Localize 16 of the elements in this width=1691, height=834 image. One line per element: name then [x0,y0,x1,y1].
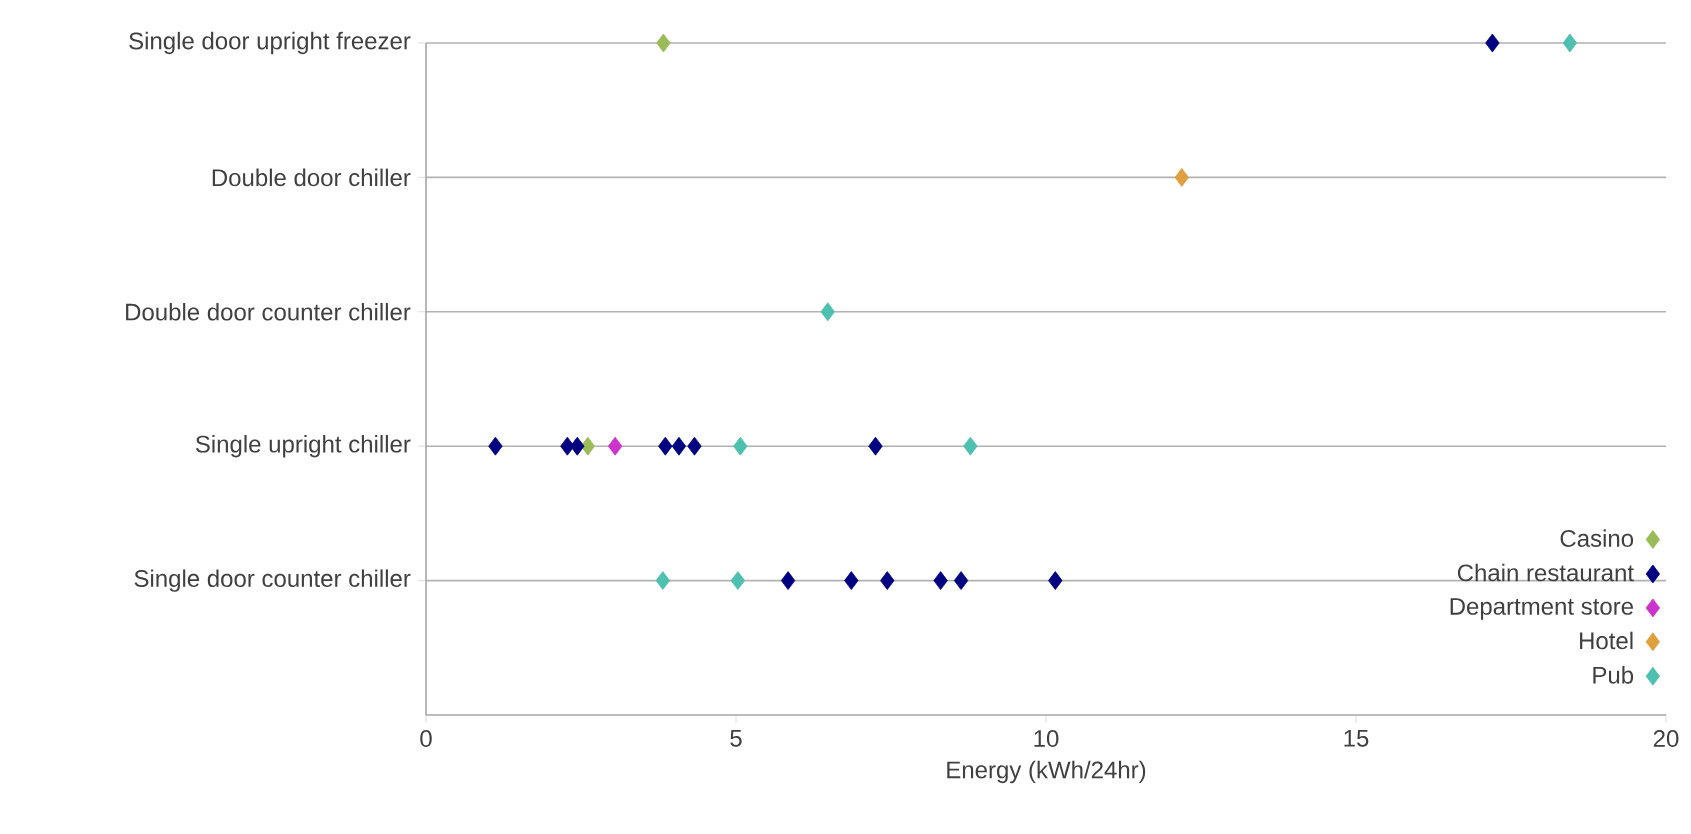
y-tick-label: Double door chiller [212,168,411,187]
x-tick-label: 5 [730,730,742,747]
x-tick-label: 10 [1034,730,1059,748]
legend-label: Casino [1560,529,1634,547]
y-tick-label: Double door counter chiller [126,302,411,321]
x-tick-label: 0 [420,730,432,748]
legend-label: Hotel [1580,631,1633,650]
legend-label: Chain restaurant [1457,563,1634,582]
x-axis-title: Energy (kWh/24hr) [947,760,1146,784]
legend-label: Department store [1450,598,1633,620]
y-tick-label: Single door upright freezer [129,31,411,55]
x-tick-label: 15 [1344,730,1369,747]
y-tick-label: Single door counter chiller [134,569,411,592]
x-tick-label: 20 [1653,730,1679,748]
legend-label: Pub [1593,666,1634,684]
y-tick-label: Single upright chiller [195,435,411,458]
